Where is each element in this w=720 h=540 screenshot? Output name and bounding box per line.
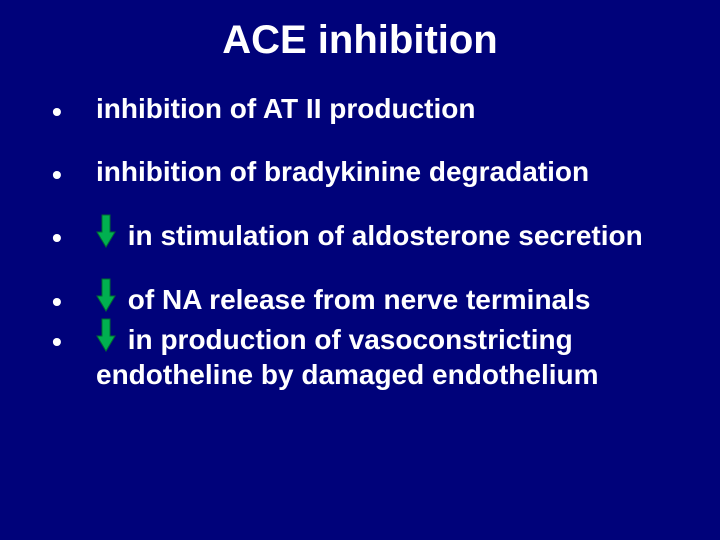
bullet-text: inhibition of bradykinine degradation [96,156,589,187]
down-arrow-icon [96,321,120,349]
slide-title: ACE inhibition [40,18,680,63]
down-arrow-icon [96,217,120,245]
slide: ACE inhibition • inhibition of AT II pro… [0,0,720,540]
bullet-text: of NA release from nerve terminals [120,284,590,315]
bullet-text: in stimulation of aldosterone secretion [120,220,643,251]
list-item: • inhibition of bradykinine degradation [50,154,680,189]
list-item: • inhibition of AT II production [50,91,680,126]
bullet-dot-icon: • [52,157,62,192]
down-arrow-icon [96,281,120,309]
bullet-text: inhibition of AT II production [96,93,475,124]
list-item: • of NA release from nerve terminals [50,281,680,317]
bullet-dot-icon: • [52,284,62,319]
bullet-text: in production of vasoconstricting endoth… [96,324,599,390]
list-item: • in stimulation of aldosterone secretio… [50,217,680,253]
bullet-dot-icon: • [52,324,62,359]
bullet-dot-icon: • [52,94,62,129]
bullet-list: • inhibition of AT II production • inhib… [50,91,680,392]
list-item: • in production of vasoconstricting endo… [50,321,680,392]
bullet-dot-icon: • [52,220,62,255]
